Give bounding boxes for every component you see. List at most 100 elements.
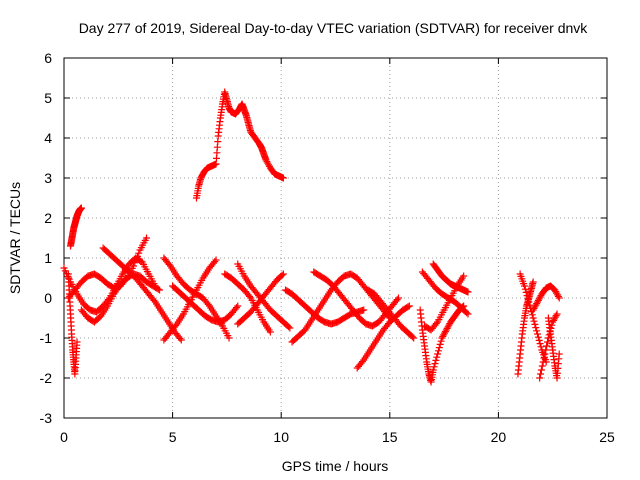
data-point (279, 270, 287, 278)
data-point (552, 312, 560, 320)
data-point (529, 278, 537, 286)
data-point (555, 294, 563, 302)
data-point (434, 347, 442, 355)
x-tick-label: 20 (491, 429, 507, 445)
series-arc-i (234, 270, 287, 328)
data-point (393, 296, 401, 304)
data-point (234, 302, 242, 310)
data-point (538, 362, 546, 370)
series-arc-p (416, 302, 468, 386)
series-arc-g (169, 282, 242, 326)
data-point (547, 324, 555, 332)
data-point (165, 260, 173, 268)
data-point (225, 334, 233, 342)
data-point (429, 366, 437, 374)
data-point (543, 342, 551, 350)
data-point (73, 338, 81, 346)
series-arc-x (536, 310, 561, 382)
data-point (432, 320, 440, 328)
series-arc-r (421, 272, 468, 334)
data-point (177, 336, 185, 344)
data-point (430, 363, 438, 371)
series-arc-u (516, 270, 550, 366)
data-point (523, 292, 531, 300)
data-point (172, 322, 180, 330)
data-point (404, 303, 412, 311)
data-point (548, 321, 556, 329)
y-tick-labels: -3 -2 -1 0 1 2 3 4 5 6 (40, 50, 53, 426)
series-arc-c (77, 270, 164, 326)
data-point (279, 174, 287, 182)
data-point (531, 320, 539, 328)
data-points (60, 88, 563, 386)
data-point (533, 327, 541, 335)
data-point (539, 358, 547, 366)
grid-lines (64, 58, 607, 418)
series-arc-s (429, 260, 472, 296)
data-point (536, 340, 544, 348)
y-tick-label: -3 (40, 410, 53, 426)
data-point (77, 204, 85, 212)
x-axis-label: GPS time / hours (282, 458, 389, 474)
data-point (525, 298, 533, 306)
series-arc-v (529, 282, 563, 314)
y-tick-label: 3 (44, 170, 52, 186)
data-point (394, 294, 402, 302)
x-tick-label: 0 (60, 429, 68, 445)
data-point (543, 338, 551, 346)
data-point (133, 252, 141, 260)
data-point (522, 288, 530, 296)
data-point (266, 328, 274, 336)
y-tick-label: 2 (44, 210, 52, 226)
y-tick-label: 4 (44, 130, 52, 146)
data-point (436, 340, 444, 348)
data-point (526, 301, 534, 309)
data-point (131, 259, 139, 267)
data-point (553, 310, 561, 318)
series-arc-k (282, 286, 368, 328)
x-tick-label: 15 (382, 429, 398, 445)
data-point (360, 306, 368, 314)
y-tick-label: -1 (40, 330, 53, 346)
y-tick-label: 5 (44, 90, 52, 106)
data-point (464, 288, 472, 296)
x-tick-label: 10 (273, 429, 289, 445)
data-point (156, 286, 164, 294)
data-point (204, 300, 212, 308)
data-point (524, 295, 532, 303)
data-point (528, 311, 536, 319)
data-point (211, 258, 219, 266)
x-tick-label: 25 (599, 429, 615, 445)
data-point (212, 256, 220, 264)
data-point (460, 272, 468, 280)
data-point (536, 374, 544, 382)
data-point (464, 310, 472, 318)
data-point (286, 324, 294, 332)
data-point (437, 337, 445, 345)
series-arc-m (310, 268, 402, 330)
data-point (520, 282, 528, 290)
data-point (541, 350, 549, 358)
series-arc-o (364, 286, 418, 342)
data-point (554, 292, 562, 300)
data-point (278, 271, 286, 279)
data-point (132, 256, 140, 264)
series-arc-w (544, 314, 563, 382)
data-point (150, 296, 158, 304)
x-tick-labels: 0 5 10 15 20 25 (60, 429, 615, 445)
data-point (535, 336, 543, 344)
data-point (544, 334, 552, 342)
data-point (434, 350, 442, 358)
y-axis-label: SDTVAR / TECUs (7, 182, 23, 294)
data-point (143, 234, 151, 242)
data-point (431, 360, 439, 368)
plot-frame (63, 57, 608, 419)
data-point (463, 309, 471, 317)
data-point (532, 324, 540, 332)
data-point (542, 346, 550, 354)
series-arc-q (418, 268, 472, 318)
chart-title: Day 277 of 2019, Sidereal Day-to-day VTE… (79, 20, 589, 36)
data-point (232, 304, 240, 312)
y-tick-label: 0 (44, 290, 52, 306)
